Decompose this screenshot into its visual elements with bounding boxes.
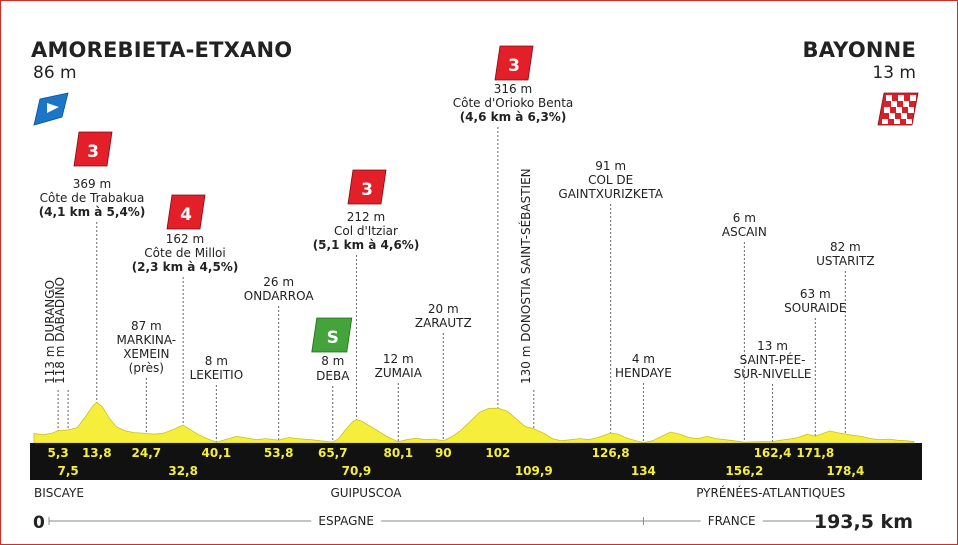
km-mark-label: 70,9 (342, 464, 372, 478)
distance-total-label: 193,5 km (814, 511, 913, 533)
climb-name: Côte d'Orioko Benta (453, 96, 574, 110)
region-label: PYRÉNÉES-ATLANTIQUES (696, 485, 845, 500)
sprint-altitude: 8 m (321, 354, 344, 368)
climb-badge-shape (494, 45, 534, 81)
start-altitude: 86 m (33, 63, 77, 83)
climb-category-badge: 4 (166, 194, 206, 230)
climb-badge-shape (166, 194, 206, 230)
waypoint-altitude: 8 m (205, 354, 228, 368)
country-label-bg (311, 512, 382, 530)
waypoint-name: ZARAUTZ (415, 316, 472, 330)
km-mark-label: 24,7 (132, 446, 162, 460)
country-label: FRANCE (708, 514, 756, 528)
distance-start-label: 0 (33, 513, 45, 533)
country-label-bg (700, 512, 763, 530)
climb-category: 3 (361, 180, 373, 200)
climb-name: Côte de Trabakua (40, 191, 145, 205)
waypoint-altitude: 91 m (595, 159, 626, 173)
climb-altitude: 212 m (347, 210, 385, 224)
waypoint-vertical-label: 118 m DABADIÑO (52, 277, 67, 384)
climb-detail: (2,3 km à 4,5%) (132, 260, 239, 274)
km-mark-label: 102 (485, 446, 510, 460)
waypoint-name: SOURAIDE (784, 301, 846, 315)
waypoint-altitude: 87 m (131, 319, 162, 333)
waypoint-altitude: 82 m (830, 240, 861, 254)
km-mark-label: 90 (435, 446, 452, 460)
climb-category-badge: 3 (73, 131, 113, 167)
km-mark-label: 109,9 (515, 464, 553, 478)
checkered-flag-icon (877, 92, 919, 126)
waypoint-name: MARKINA- (117, 333, 177, 347)
waypoint-vertical-label: 130 m DONOSTIA SAINT-SÉBASTIEN (518, 168, 533, 384)
waypoint-altitude: 20 m (428, 302, 459, 316)
km-mark-label: 40,1 (202, 446, 232, 460)
waypoint-name: SAINT-PÉE- (740, 352, 806, 367)
region-label: BISCAYE (34, 486, 84, 500)
waypoint-name: ZUMAIA (375, 366, 423, 380)
waypoint-name: ONDARROA (244, 289, 315, 303)
km-mark-label: 80,1 (383, 446, 413, 460)
waypoint-vertical-label: 113 m DURANGO (43, 280, 57, 384)
climb-name: Côte de Milloi (144, 246, 225, 260)
km-mark-label: 126,8 (592, 446, 630, 460)
country-label: ESPAGNE (318, 514, 374, 528)
climb-detail: (4,1 km à 5,4%) (39, 205, 146, 219)
km-mark-label: 134 (631, 464, 656, 478)
waypoint-name: SUR-NIVELLE (734, 367, 812, 381)
climb-category: 3 (508, 56, 520, 76)
km-mark-label: 65,7 (318, 446, 348, 460)
climb-badge-shape (347, 169, 387, 205)
km-mark-label: 13,8 (82, 446, 112, 460)
km-mark-label: 162,4 (754, 446, 792, 460)
waypoint-name: COL DE (588, 173, 633, 187)
finish-city: BAYONNE (802, 38, 916, 62)
sprint-name: DEBA (316, 369, 350, 383)
finish-altitude: 13 m (872, 63, 916, 83)
km-mark-label: 5,3 (47, 446, 68, 460)
climb-category-badge: 3 (347, 169, 387, 205)
waypoint-altitude: 6 m (733, 211, 756, 225)
km-mark-label: 171,8 (796, 446, 834, 460)
waypoint-name: USTARITZ (816, 254, 874, 268)
climb-category: 3 (87, 142, 99, 162)
climb-altitude: 316 m (494, 82, 532, 96)
km-mark-label: 7,5 (57, 464, 78, 478)
climb-category-badge: 3 (494, 45, 534, 81)
km-mark-label: 156,2 (725, 464, 763, 478)
elevation-profile (33, 401, 915, 444)
climb-altitude: 162 m (166, 232, 204, 246)
waypoint-altitude: 13 m (757, 339, 788, 353)
climb-category: 4 (180, 205, 192, 225)
waypoint-name: (près) (129, 361, 164, 375)
sprint-badge-shape (311, 317, 353, 353)
waypoint-altitude: 4 m (632, 352, 655, 366)
waypoint-altitude: 12 m (383, 352, 414, 366)
start-flag-icon (33, 92, 69, 126)
waypoint-name: XEMEIN (123, 347, 169, 361)
waypoint-name: ASCAIN (722, 225, 767, 239)
waypoint-altitude: 63 m (800, 287, 831, 301)
km-band (30, 443, 922, 480)
sprint-label: S (327, 328, 339, 348)
km-mark-label: 53,8 (264, 446, 294, 460)
waypoint-name: LEKEITIO (190, 368, 244, 382)
waypoint-name: HENDAYE (615, 366, 672, 380)
climb-badge-shape (73, 131, 113, 167)
region-label: GUIPUSCOA (330, 486, 402, 500)
waypoint-altitude: 26 m (263, 275, 294, 289)
waypoint-name: GAINTXURIZKETA (558, 187, 663, 201)
climb-altitude: 369 m (73, 177, 111, 191)
start-city: AMOREBIETA-ETXANO (31, 38, 293, 62)
climb-detail: (5,1 km à 4,6%) (313, 238, 420, 252)
climb-name: Col d'Itziar (334, 224, 398, 238)
sprint-badge: S (311, 317, 353, 353)
km-mark-label: 32,8 (168, 464, 198, 478)
km-mark-label: 178,4 (826, 464, 864, 478)
climb-detail: (4,6 km à 6,3%) (460, 110, 567, 124)
